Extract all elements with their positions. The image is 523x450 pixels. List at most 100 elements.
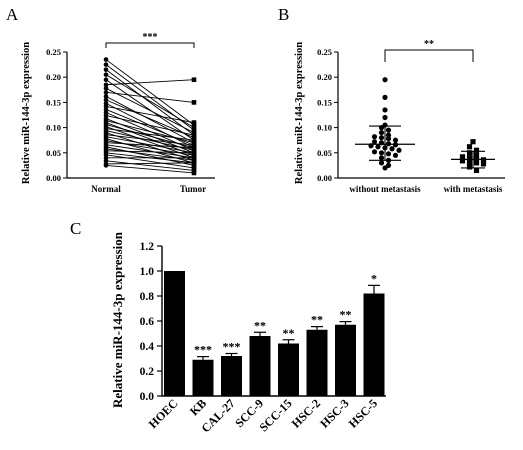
panel-c-x-category-label: HSC-3 xyxy=(317,396,351,430)
panel-a-tumor-point xyxy=(191,77,197,83)
panel-c-y-ticks: 0.0 0.2 0.4 0.6 0.8 1.0 1.2 xyxy=(140,241,162,403)
panel-a-normal-point xyxy=(103,94,109,99)
panel-b-point xyxy=(470,139,476,145)
panel-a-pair-line xyxy=(105,142,195,149)
panel-a-normal-point xyxy=(103,67,109,72)
panel-a-tumor-point xyxy=(191,135,197,140)
panel-a-tumor-point xyxy=(191,122,197,128)
panel-b-y-tick-label: 0.05 xyxy=(317,148,332,158)
panel-a-normal-point xyxy=(103,62,109,67)
panel-a-pair-line xyxy=(105,99,195,139)
panel-c-bar xyxy=(335,324,356,396)
panel-b-point xyxy=(385,136,392,142)
panel-a-pair-line xyxy=(105,120,195,144)
panel-c-significance-label: * xyxy=(371,271,377,285)
panel-a-pair-line xyxy=(105,144,195,159)
panel-c-y-axis-label: Relative miR-144-3p expression xyxy=(110,231,125,408)
panel-b-y-tick-label: 0.15 xyxy=(317,97,332,107)
panel-c-y-tick-label: 1.2 xyxy=(140,241,155,253)
panel-b-point xyxy=(466,144,473,150)
panel-a-pair-line xyxy=(105,69,195,136)
panel-a-pair-line xyxy=(105,134,195,146)
panel-a-pair-line xyxy=(105,146,195,166)
panel-b-y-tick-label: 0.20 xyxy=(317,72,332,82)
panel-c-y-tick-label: 0.2 xyxy=(140,366,155,378)
panel-a-normal-point xyxy=(103,163,109,168)
panel-a-pair-line xyxy=(105,91,195,103)
panel-a-pair-line xyxy=(105,136,195,154)
panel-c-x-category-label: HSC-2 xyxy=(289,396,323,430)
panel-a-normal-point xyxy=(103,57,109,62)
panel-c-significance-label: ** xyxy=(254,318,266,332)
panel-a-y-tick-label: 0.00 xyxy=(46,173,61,183)
panel-c-y-tick-label: 0.6 xyxy=(140,316,155,328)
panel-a-tumor-point xyxy=(191,137,197,143)
panel-c-y-tick-label: 0.8 xyxy=(140,291,155,303)
panel-a-y-tick-label: 0.10 xyxy=(46,123,61,133)
panel-a-y-tick-label: 0.05 xyxy=(46,148,61,158)
panel-b: B Relative miR-144-3p expression 0.000.0… xyxy=(278,5,505,194)
panel-c-y-tick-label: 1.0 xyxy=(140,266,155,278)
panel-a-x-category-normal: Normal xyxy=(91,184,121,194)
panel-a-pair-line xyxy=(105,162,195,165)
panel-a-pair-line xyxy=(105,164,195,174)
panel-a-tumor-point xyxy=(191,158,197,163)
panel-b-point xyxy=(392,152,399,158)
panel-b-point xyxy=(382,94,388,100)
panel-b-point xyxy=(466,150,473,156)
panel-a-tumor-point xyxy=(191,150,197,156)
panel-b-point xyxy=(382,165,388,171)
panel-c-x-category-label: HSC-5 xyxy=(346,396,380,430)
panel-b-point xyxy=(378,160,385,166)
panel-b-x-category-without-metastasis: without metastasis xyxy=(349,184,421,194)
panel-a-x-category-tumor: Tumor xyxy=(180,184,206,194)
panel-b-point xyxy=(385,127,392,133)
panel-a: A Relative miR-144-3p expression 0.000.0… xyxy=(6,5,215,194)
panel-a-tumor-point xyxy=(191,160,197,166)
panel-c-significance-label: ** xyxy=(340,308,352,322)
panel-a-normal-point xyxy=(103,97,109,103)
panel-b-point xyxy=(466,159,473,165)
panel-a-pair-line xyxy=(105,87,195,134)
panel-a-pair-line xyxy=(105,115,195,136)
panel-a-tumor-point xyxy=(191,140,197,146)
panel-a-pair-line xyxy=(105,79,195,86)
panel-c-y-tick-label: 0.4 xyxy=(140,341,155,353)
panel-b-label: B xyxy=(278,5,289,24)
panel-a-y-tick-label: 0.20 xyxy=(46,72,61,82)
panel-c-bar xyxy=(306,329,328,396)
panel-a-tumor-point xyxy=(191,120,197,125)
panel-c-x-category-label: KB xyxy=(187,396,209,418)
panel-b-x-category-with-metastasis: with metastasis xyxy=(444,184,503,194)
panel-a-normal-point xyxy=(103,72,109,77)
panel-b-point xyxy=(385,151,392,157)
panel-a-tumor-point xyxy=(191,170,197,176)
panel-c-significance-label: *** xyxy=(223,340,241,354)
panel-a-paired-lines xyxy=(105,59,195,174)
panel-b-mean-sd xyxy=(355,125,495,169)
panel-b-points xyxy=(368,77,487,174)
panel-a-tumor-point xyxy=(191,147,197,153)
panel-a-tumor-point xyxy=(191,153,197,158)
panel-c-bar xyxy=(363,293,385,396)
panel-b-y-ticks: 0.00 0.05 0.10 0.15 0.20 0.25 xyxy=(317,47,338,183)
panel-b-point xyxy=(392,137,399,143)
panel-b-point xyxy=(459,158,466,164)
panel-b-point xyxy=(371,134,378,140)
panel-b-point xyxy=(389,146,395,152)
panel-a-tumor-point xyxy=(191,165,197,171)
panel-c-bar xyxy=(278,343,299,396)
panel-b-point xyxy=(459,154,466,160)
panel-b-y-tick-label: 0.25 xyxy=(317,47,332,57)
panel-a-tumor-point xyxy=(191,130,197,135)
panel-a-tumor-point xyxy=(191,100,197,105)
panel-a-normal-point xyxy=(103,82,109,88)
panel-b-point xyxy=(378,135,385,141)
panel-b-point xyxy=(378,130,385,136)
panel-c-significance-label: *** xyxy=(194,343,212,357)
panel-a-pair-line xyxy=(105,128,195,141)
panel-a-tumor-point xyxy=(191,142,197,148)
panel-b-y-tick-label: 0.00 xyxy=(317,173,332,183)
